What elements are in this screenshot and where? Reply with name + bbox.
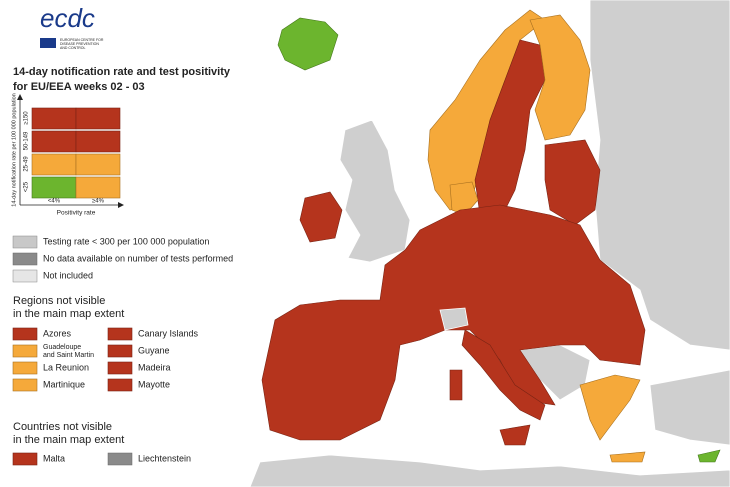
cyprus <box>697 449 721 463</box>
legend-label: Not included <box>43 270 93 280</box>
legend-swatch <box>12 269 38 283</box>
row-label: 25-49 <box>24 156 30 172</box>
region-swatch <box>12 344 38 358</box>
italy <box>461 329 546 421</box>
iceland <box>277 17 339 71</box>
region-swatch <box>107 344 133 358</box>
region-label: Mayotte <box>138 379 170 389</box>
countries-heading: in the main map extent <box>13 434 124 446</box>
matrix: ≥150 50-149 25-49 <25 14-day notificatio… <box>11 93 124 217</box>
column-label: ≥4% <box>92 199 105 205</box>
turkey <box>649 369 730 446</box>
switzerland <box>439 307 469 331</box>
region-swatch <box>12 361 38 375</box>
legend-label: No data available on number of tests per… <box>43 253 233 263</box>
legend-swatch <box>12 235 38 249</box>
title: 14-day notification rate and test positi… <box>13 66 231 78</box>
regions-heading: in the main map extent <box>13 308 124 320</box>
region-label: La Reunion <box>43 362 89 372</box>
region-swatch <box>107 361 133 375</box>
legend-swatch <box>12 252 38 266</box>
row-label: <25 <box>24 181 30 192</box>
region-swatch <box>12 378 38 392</box>
logo-subtitle-line: EUROPEAN CENTRE FOR <box>60 38 104 42</box>
united-kingdom <box>339 119 411 263</box>
crete <box>609 451 646 463</box>
eu-flag <box>40 38 56 48</box>
finland <box>529 14 591 141</box>
sardinia-corsica <box>449 369 463 401</box>
regions: Azores Guadeloupe and Saint Martin La Re… <box>12 327 199 392</box>
cell <box>75 153 121 176</box>
y-axis-label: 14-day notification rate per 100 000 pop… <box>11 93 17 206</box>
cell <box>75 176 121 199</box>
sicily <box>499 424 531 446</box>
cell <box>75 130 121 153</box>
row-label: ≥150 <box>24 111 30 125</box>
region-swatch <box>107 378 133 392</box>
regions-heading: Regions not visible <box>13 295 105 307</box>
countries-heading: Countries not visible <box>13 421 112 433</box>
baltics <box>544 139 601 226</box>
region-swatch <box>107 327 133 341</box>
greece <box>579 374 641 441</box>
cell <box>31 153 77 176</box>
title: for EU/EEA weeks 02 - 03 <box>13 81 145 93</box>
logo: ecdc <box>40 3 95 33</box>
x-axis-label: Positivity rate <box>57 210 96 217</box>
country-swatch <box>12 452 38 466</box>
non-eu-east <box>589 0 730 351</box>
legend-label: Testing rate < 300 per 100 000 populatio… <box>43 236 209 246</box>
denmark <box>449 181 479 216</box>
column-label: <4% <box>48 199 61 205</box>
region-label: Canary Islands <box>138 328 199 338</box>
logo-subtitle: EUROPEAN CENTRE FOR DISEASE PREVENTION A… <box>60 38 104 50</box>
logo-subtitle-line: AND CONTROL <box>60 46 86 50</box>
country-label: Malta <box>43 453 65 463</box>
cell <box>75 107 121 130</box>
region-label: Guadeloupe <box>43 344 81 351</box>
region-label: Madeira <box>138 362 171 372</box>
logo-subtitle-line: DISEASE PREVENTION <box>60 42 99 46</box>
cell <box>31 107 77 130</box>
region-label: Guyane <box>138 345 170 355</box>
north-africa <box>249 454 730 487</box>
region-label: and Saint Martin <box>43 352 94 359</box>
ireland <box>299 191 343 243</box>
country-swatch <box>107 452 133 466</box>
region-label: Martinique <box>43 379 85 389</box>
country-label: Liechtenstein <box>138 453 191 463</box>
countries: Malta Liechtenstein <box>12 452 191 466</box>
region-swatch <box>12 327 38 341</box>
region-label: Azores <box>43 328 72 338</box>
legend: Testing rate < 300 per 100 000 populatio… <box>12 235 233 283</box>
cell <box>31 176 77 199</box>
cell <box>31 130 77 153</box>
row-label: 50-149 <box>24 131 30 150</box>
